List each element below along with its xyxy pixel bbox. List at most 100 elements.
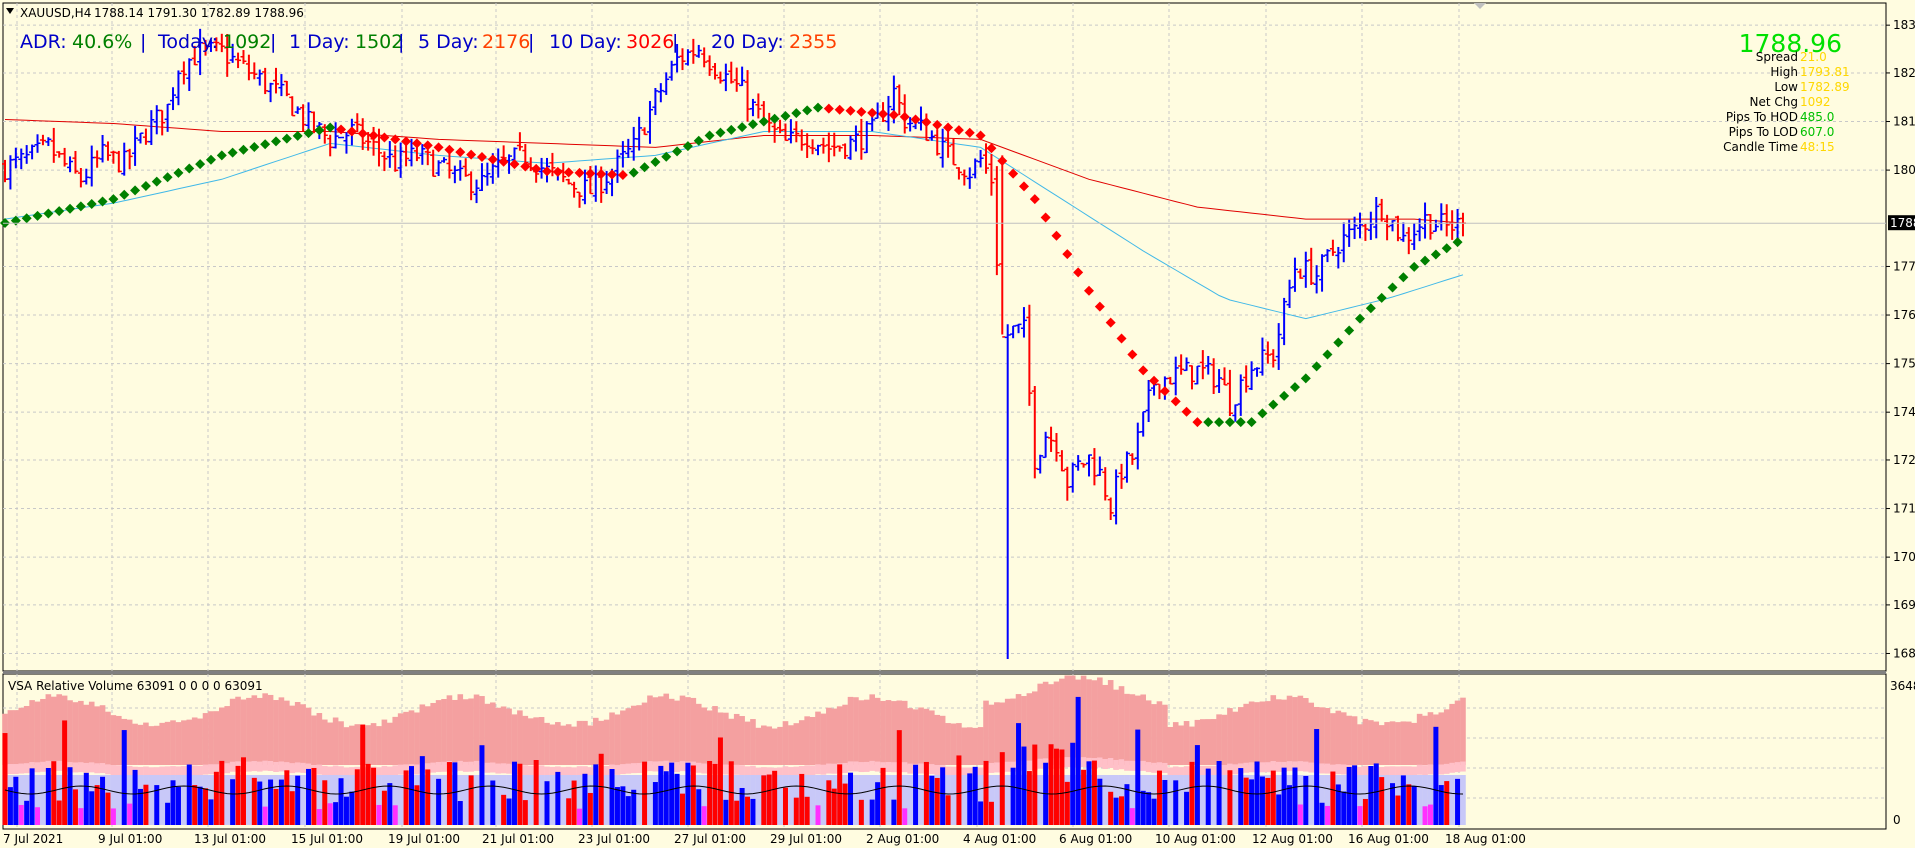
ohlc-bar: [159, 109, 166, 136]
ohlc-bar: [1357, 212, 1363, 239]
ohlc-bar: [1226, 369, 1233, 417]
ohlc-bar: [1123, 451, 1130, 483]
ohlc-bar: [1400, 222, 1407, 242]
ohlc-bar: [39, 134, 46, 146]
ohlc-bar: [1275, 323, 1282, 370]
ma-diamond: [878, 108, 889, 119]
ma-diamond: [899, 111, 910, 122]
ohlc-bar: [1416, 218, 1423, 242]
ohlc-bar: [646, 100, 653, 144]
ma-diamond: [1376, 292, 1387, 303]
ohlc-bar: [45, 137, 52, 147]
time-tick-label: 4 Aug 01:00: [963, 832, 1036, 846]
ohlc-bar: [435, 160, 442, 177]
ohlc-bar: [945, 130, 952, 158]
sep-2: |: [270, 31, 276, 53]
ohlc-bar: [1069, 462, 1076, 493]
ma-diamond: [574, 167, 585, 178]
day20-value: 2355: [789, 31, 837, 53]
ma-diamond: [1073, 267, 1084, 278]
ma-diamond: [1214, 417, 1225, 428]
chart-ohlc: 1788.14 1791.30 1782.89 1788.96: [94, 6, 304, 20]
ohlc-bar: [728, 61, 735, 84]
ma-diamond: [1094, 301, 1105, 312]
ohlc-bar: [1216, 369, 1223, 393]
ma-diamond: [747, 119, 758, 130]
ma-diamond: [1192, 417, 1203, 428]
ma-diamond: [1235, 417, 1246, 428]
info-row-value: 1092: [1800, 95, 1831, 109]
sep-1: |: [140, 31, 146, 53]
ohlc-bar: [175, 70, 182, 106]
volume-title: VSA Relative Volume 63091 0 0 0 0 63091: [8, 679, 263, 693]
price-axis[interactable]: 1838.70 1826.70 1814.50 1802.30 1778.10 1765.…: [1886, 18, 1915, 660]
ohlc-bar: [72, 150, 79, 174]
ohlc-bar: [1188, 365, 1195, 390]
ma-diamond: [650, 156, 661, 167]
ohlc-bar: [213, 37, 220, 52]
ohlc-bar: [99, 134, 106, 163]
ohlc-bar: [1053, 433, 1060, 462]
time-axis[interactable]: 7 Jul 2021 9 Jul 01:00 13 Jul 01:00 15 Jul …: [3, 832, 1526, 846]
ma-diamond: [455, 147, 466, 158]
ma-diamond: [943, 122, 954, 133]
ma-diamond: [509, 159, 520, 170]
ma-diamond: [888, 110, 899, 121]
ohlc-bar: [1405, 227, 1412, 255]
ma-diamond: [1257, 408, 1268, 419]
ohlc-bar: [1427, 214, 1434, 240]
ohlc-bar: [809, 139, 816, 155]
ohlc-bar: [652, 87, 659, 116]
ohlc-bar: [847, 135, 854, 160]
ma-diamond: [1268, 399, 1279, 410]
ma-diamond: [1344, 325, 1355, 336]
ohlc-bar: [722, 63, 729, 92]
ohlc-bar: [1080, 462, 1087, 468]
ohlc-bar: [1221, 367, 1228, 386]
ma-diamond: [466, 149, 477, 160]
ohlc-bar: [516, 132, 523, 151]
ohlc-bar: [484, 162, 491, 186]
ohlc-bar: [1308, 247, 1315, 285]
ohlc-bar: [1270, 349, 1277, 368]
chart-menu-arrow-icon[interactable]: [6, 8, 14, 14]
ohlc-bar: [576, 191, 583, 208]
ma-diamond: [249, 142, 260, 152]
info-row-label: High: [1770, 65, 1798, 79]
ma-diamond: [411, 138, 422, 149]
day1-value: 1502: [355, 31, 403, 53]
ohlc-bar: [462, 158, 469, 177]
ma-diamond: [1387, 282, 1398, 293]
ohlc-bar: [1351, 216, 1358, 240]
ma-diamond: [1420, 255, 1431, 266]
ma-diamond: [184, 163, 195, 174]
ohlc-bar: [955, 167, 962, 180]
day20-label: 20 Day:: [711, 31, 784, 53]
ohlc-bar: [1248, 361, 1255, 391]
info-row-label: Pips To HOD: [1726, 110, 1798, 124]
ohlc-bar: [852, 125, 859, 152]
ohlc-bar: [885, 95, 892, 131]
ma-diamond: [151, 176, 162, 187]
ohlc-bar: [934, 129, 941, 156]
ohlc-bar: [1172, 356, 1179, 396]
ohlc-bar: [1335, 246, 1342, 269]
ohlc-bar: [641, 127, 648, 136]
ma-diamond: [715, 127, 726, 138]
ohlc-bar: [804, 133, 811, 158]
price-tick-label: 1680.90: [1893, 646, 1915, 660]
ohlc-bar: [424, 147, 431, 166]
ohlc-bar: [825, 132, 832, 163]
ohlc-bar: [1102, 467, 1109, 501]
volume-max-label: 364886: [1890, 679, 1915, 693]
ma-diamond: [520, 161, 531, 172]
ma-diamond: [43, 208, 54, 219]
ma-diamond: [791, 108, 802, 119]
scroll-indicator-icon[interactable]: [1474, 3, 1486, 9]
ohlc-bar: [343, 132, 350, 154]
ma-diamond: [531, 163, 542, 174]
price-tick-label: 1778.10: [1893, 259, 1915, 273]
